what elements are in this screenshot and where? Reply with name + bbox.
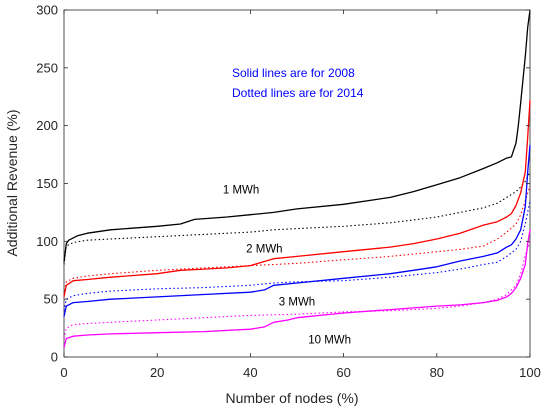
y-axis-title: Additional Revenue (%)	[4, 109, 20, 256]
x-axis-title: Number of nodes (%)	[225, 390, 358, 406]
series-line-3-mwh-2014	[63, 200, 531, 311]
x-tick-label: 80	[430, 365, 444, 380]
x-tick-label: 20	[150, 365, 164, 380]
y-tick-label: 100	[36, 234, 58, 249]
x-tick-label: 40	[243, 365, 257, 380]
series-line-3-mwh-2008	[63, 145, 531, 317]
y-tick-label: 300	[36, 3, 58, 18]
x-tick-label: 0	[60, 365, 67, 380]
series-layer	[63, 9, 531, 348]
x-tick-label: 60	[336, 365, 350, 380]
series-line-2-mwh-2014	[63, 185, 531, 295]
series-label-2-mwh: 2 MWh	[246, 243, 282, 255]
y-tick-label: 0	[51, 350, 58, 365]
series-line-10-mwh-2014	[63, 241, 531, 339]
series-line-2-mwh-2008	[63, 100, 531, 298]
ticks-layer: 0 20 40 60 80 100 0 50 100 150 200 250 300	[36, 3, 541, 381]
y-tick-label: 150	[36, 176, 58, 191]
series-line-10-mwh-2008	[63, 229, 531, 348]
series-label-10-mwh: 10 MWh	[308, 335, 351, 347]
y-tick-label: 200	[36, 118, 58, 133]
x-tick-label: 100	[519, 365, 541, 380]
series-label-1-mwh: 1 MWh	[223, 184, 259, 196]
series-line-1-mwh-2014	[63, 171, 531, 265]
note-dotted-lines: Dotted lines are for 2014	[232, 86, 364, 100]
y-tick-label: 250	[36, 60, 58, 75]
series-labels: 1 MWh 2 MWh 3 MWh 10 MWh	[223, 184, 351, 346]
note-solid-lines: Solid lines are for 2008	[232, 66, 355, 80]
y-tick-label: 50	[44, 292, 58, 307]
series-line-1-mwh-2008	[63, 9, 531, 263]
series-label-3-mwh: 3 MWh	[279, 296, 315, 308]
